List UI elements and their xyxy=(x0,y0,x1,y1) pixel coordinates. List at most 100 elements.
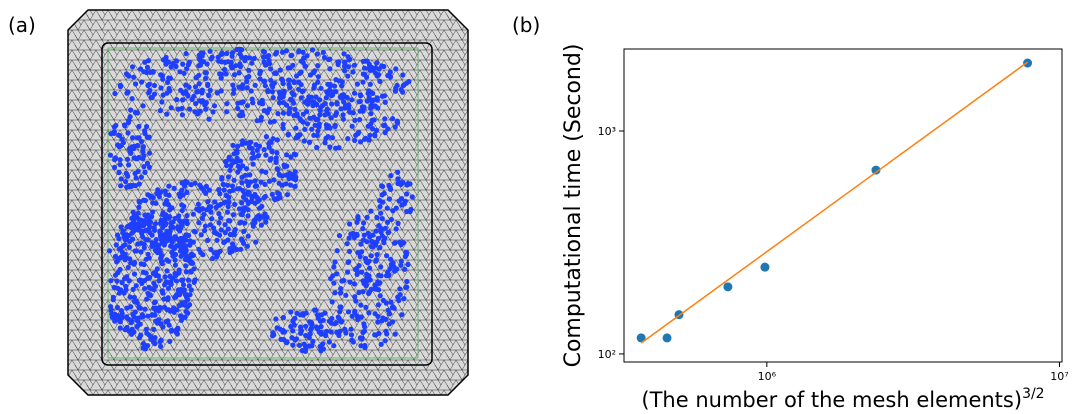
particle xyxy=(179,112,185,118)
particle xyxy=(227,246,233,252)
particle xyxy=(400,89,406,95)
particle xyxy=(168,224,174,230)
particle xyxy=(296,49,302,55)
particle xyxy=(122,237,128,243)
particle xyxy=(240,82,246,88)
data-point xyxy=(1023,58,1033,68)
particle xyxy=(142,306,148,312)
particle xyxy=(212,229,218,235)
particle xyxy=(124,72,130,78)
particle xyxy=(315,128,321,134)
particle xyxy=(133,175,139,181)
particle xyxy=(404,278,410,285)
particle xyxy=(325,91,331,97)
particle xyxy=(244,243,250,249)
data-point xyxy=(636,333,646,343)
particle xyxy=(157,232,164,238)
particle xyxy=(157,228,163,234)
particle xyxy=(134,135,140,141)
particle xyxy=(126,232,132,239)
particle xyxy=(293,174,299,180)
particle xyxy=(147,224,153,230)
particle xyxy=(333,110,340,116)
particle xyxy=(382,99,388,105)
particle xyxy=(366,88,372,94)
particle xyxy=(184,66,190,72)
particle xyxy=(352,117,358,123)
particle xyxy=(229,50,236,56)
particle xyxy=(224,50,230,57)
particle xyxy=(288,309,294,315)
particle xyxy=(398,196,405,202)
particle xyxy=(224,101,230,107)
particle xyxy=(225,226,231,232)
particle xyxy=(209,216,215,222)
particle xyxy=(147,219,154,225)
particle xyxy=(207,87,213,93)
particle xyxy=(192,84,199,90)
particle xyxy=(397,286,403,292)
particle xyxy=(190,211,196,217)
particle xyxy=(151,280,157,286)
particle xyxy=(336,59,342,65)
particle xyxy=(245,233,251,239)
particle xyxy=(257,71,263,77)
particle xyxy=(116,246,122,252)
particle xyxy=(140,145,146,151)
particle xyxy=(183,308,189,315)
particle xyxy=(300,119,306,125)
particle xyxy=(292,106,298,112)
particle xyxy=(177,69,183,75)
particle xyxy=(245,200,251,206)
particle xyxy=(320,341,326,347)
particle xyxy=(379,183,385,189)
particle xyxy=(280,314,286,321)
particle xyxy=(177,313,184,319)
particle xyxy=(230,212,236,218)
particle xyxy=(153,237,159,243)
particle xyxy=(348,231,354,237)
particle xyxy=(222,230,228,236)
particle xyxy=(123,179,129,185)
particle xyxy=(315,63,321,69)
particle xyxy=(374,252,380,258)
particle xyxy=(126,162,132,168)
particle xyxy=(256,143,263,149)
particle xyxy=(384,219,391,225)
particle xyxy=(259,203,265,209)
particle xyxy=(165,79,171,85)
particle xyxy=(322,140,328,146)
particle xyxy=(163,221,169,227)
particle xyxy=(382,338,388,344)
particle xyxy=(373,127,380,134)
particle xyxy=(306,139,313,145)
particle xyxy=(112,90,118,97)
particle xyxy=(368,121,374,127)
particle xyxy=(158,85,164,91)
particle xyxy=(288,182,294,188)
particle xyxy=(246,140,252,146)
particle xyxy=(126,278,132,284)
particle xyxy=(245,213,251,219)
particle xyxy=(267,140,273,146)
particle xyxy=(124,274,130,280)
particle xyxy=(377,78,383,84)
particle xyxy=(127,114,133,120)
particle xyxy=(114,278,120,284)
particle xyxy=(139,138,145,145)
particle xyxy=(314,312,321,318)
particle xyxy=(142,286,148,292)
particle xyxy=(328,115,334,121)
particle xyxy=(227,218,233,224)
particle xyxy=(321,54,328,61)
particle xyxy=(247,172,253,178)
particle xyxy=(130,236,136,242)
particle xyxy=(154,320,161,326)
particle xyxy=(196,63,202,69)
particle xyxy=(273,316,279,322)
particle xyxy=(168,328,175,334)
particle xyxy=(309,320,315,326)
particle xyxy=(123,283,129,289)
particle xyxy=(141,221,147,227)
particle xyxy=(309,126,315,132)
